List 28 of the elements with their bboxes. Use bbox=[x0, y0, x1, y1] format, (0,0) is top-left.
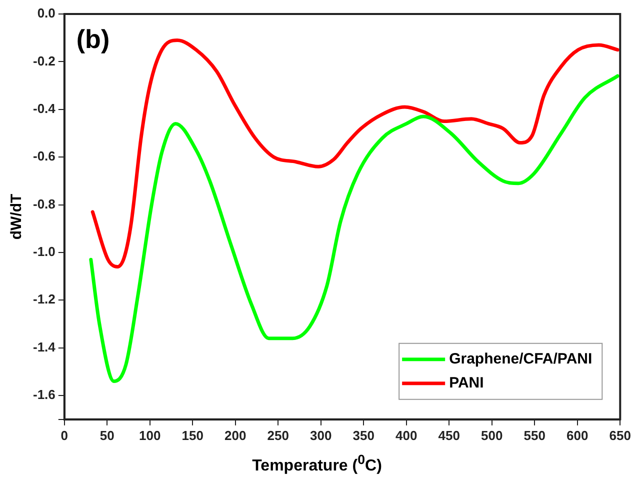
y-tick-label: -1.6 bbox=[32, 387, 56, 402]
x-tick-label: 450 bbox=[438, 428, 460, 443]
y-tick-label: -0.8 bbox=[32, 196, 56, 212]
x-tick-label: 300 bbox=[310, 428, 332, 443]
y-axis-title: dW/dT bbox=[8, 194, 26, 240]
x-tick-label: 0 bbox=[60, 428, 68, 443]
annotation: (b) bbox=[76, 24, 110, 54]
x-tick-label: 650 bbox=[609, 428, 632, 443]
x-tick-label: 150 bbox=[182, 428, 204, 443]
y-tick-label: 0.0 bbox=[37, 6, 56, 21]
x-tick-label: 400 bbox=[396, 428, 418, 443]
y-tick-label: -0.4 bbox=[32, 100, 56, 116]
legend-label: PANI bbox=[449, 374, 484, 392]
legend-label: Graphene/CFA/PANI bbox=[449, 350, 592, 368]
y-tick-label: -0.2 bbox=[32, 53, 56, 68]
y-tick-label: -1.4 bbox=[32, 339, 56, 354]
y-tick-label: -1.2 bbox=[32, 292, 56, 307]
y-tick-label: -0.6 bbox=[32, 148, 56, 164]
x-tick-label: 600 bbox=[566, 428, 588, 443]
x-tick-label: 550 bbox=[524, 428, 546, 443]
x-tick-label: 200 bbox=[224, 428, 246, 443]
x-axis-title: Temperature ($^{0}$C) bbox=[251, 452, 383, 476]
x-tick-label: 350 bbox=[352, 428, 375, 443]
y-tick-label: -1.0 bbox=[32, 244, 56, 260]
x-tick-label: 100 bbox=[139, 428, 161, 443]
x-tick-label: 500 bbox=[481, 428, 503, 443]
x-tick-label: 50 bbox=[100, 428, 114, 443]
x-tick-label: 250 bbox=[267, 428, 290, 443]
